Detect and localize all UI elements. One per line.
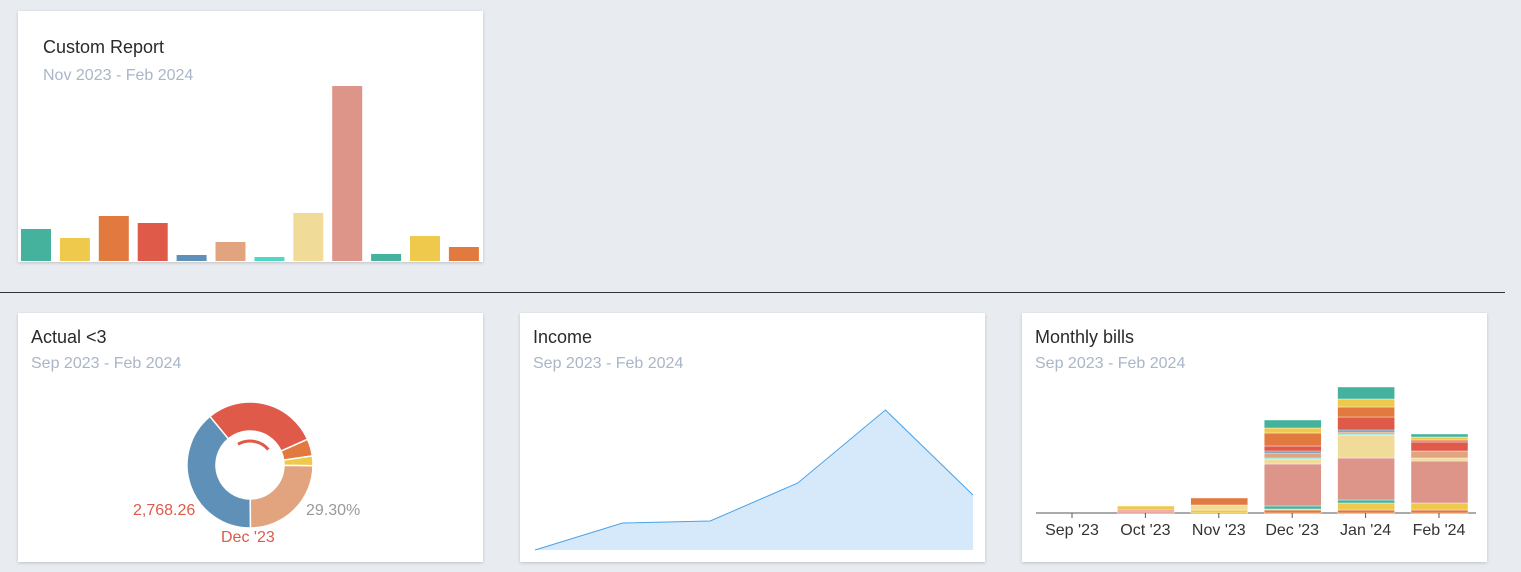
bar-segment bbox=[1410, 460, 1469, 504]
bar-segment bbox=[1337, 509, 1395, 514]
bar bbox=[215, 242, 246, 261]
value-label: 2,768.26 bbox=[133, 502, 196, 519]
percent-label: 29.30% bbox=[306, 502, 361, 519]
actual-card[interactable]: Actual <3 Sep 2023 - Feb 2024 2,768.26 2… bbox=[18, 313, 483, 562]
bar-segment bbox=[1337, 406, 1395, 418]
bar bbox=[332, 86, 363, 261]
bar bbox=[293, 213, 324, 261]
card-title: Income bbox=[533, 327, 593, 347]
donut-slice bbox=[249, 464, 314, 529]
bar bbox=[21, 229, 51, 261]
bar-segment bbox=[1337, 416, 1395, 431]
bar-segment bbox=[1263, 445, 1322, 452]
custom-report-card[interactable]: Custom Report Nov 2023 - Feb 2024 bbox=[18, 11, 483, 262]
bar bbox=[371, 254, 402, 261]
bar-segment bbox=[1337, 398, 1395, 408]
bar-segment bbox=[1337, 429, 1395, 433]
bar bbox=[98, 216, 129, 261]
bar-segment bbox=[1410, 457, 1469, 462]
income-area bbox=[535, 410, 973, 550]
donut-slice bbox=[186, 415, 252, 529]
month-label: Dec '23 bbox=[221, 529, 275, 546]
income-line bbox=[534, 409, 974, 551]
bar-segment bbox=[1117, 505, 1175, 511]
bar-segment bbox=[1263, 463, 1322, 507]
bar-segment bbox=[1190, 504, 1249, 511]
bar bbox=[59, 238, 90, 261]
bar bbox=[410, 236, 440, 261]
bar-segment bbox=[1410, 436, 1469, 441]
bar-segment bbox=[1410, 450, 1469, 459]
bar bbox=[176, 255, 207, 261]
donut-slice bbox=[208, 401, 309, 453]
card-subtitle: Sep 2023 - Feb 2024 bbox=[31, 355, 182, 372]
x-tick-label: Nov '23 bbox=[1192, 522, 1246, 539]
bar-segment bbox=[1263, 505, 1322, 510]
bar-segment bbox=[1337, 499, 1395, 504]
income-card[interactable]: Income Sep 2023 - Feb 2024 bbox=[520, 313, 985, 562]
bills-chart: Sep '23 Oct '23 Nov '23 Dec '23 Jan '24 Feb '… bbox=[1036, 386, 1476, 539]
x-tick-label: Dec '23 bbox=[1265, 522, 1319, 539]
bar-segment bbox=[1337, 502, 1395, 511]
bar bbox=[448, 247, 479, 261]
x-tick-label: Jan '24 bbox=[1340, 522, 1391, 539]
bar-segment bbox=[1263, 452, 1322, 459]
bar-segment bbox=[1190, 497, 1249, 506]
card-title: Custom Report bbox=[43, 37, 165, 57]
bar-segment bbox=[1410, 509, 1469, 514]
bar-segment bbox=[1410, 441, 1469, 452]
bar-segment bbox=[1410, 502, 1469, 511]
card-title: Monthly bills bbox=[1035, 327, 1135, 347]
bar-segment bbox=[1190, 509, 1249, 514]
bar-segment bbox=[1337, 457, 1395, 501]
bar bbox=[254, 257, 285, 261]
bar-segment bbox=[1263, 432, 1322, 447]
divider bbox=[0, 292, 1505, 293]
donut-chart bbox=[186, 401, 314, 529]
card-subtitle: Sep 2023 - Feb 2024 bbox=[533, 355, 684, 372]
bar-segment bbox=[1263, 450, 1322, 454]
x-tick-label: Oct '23 bbox=[1120, 522, 1170, 539]
bar-segment bbox=[1337, 431, 1395, 435]
bar bbox=[137, 223, 168, 261]
bar-segment bbox=[1263, 419, 1322, 429]
monthly-bills-card[interactable]: Monthly bills Sep 2023 - Feb 2024 Sep '2… bbox=[1022, 313, 1487, 562]
income-chart bbox=[534, 409, 974, 551]
x-tick-label: Feb '24 bbox=[1413, 522, 1466, 539]
active-slice-indicator bbox=[237, 439, 270, 451]
custom-report-chart bbox=[21, 86, 479, 261]
card-subtitle: Nov 2023 - Feb 2024 bbox=[43, 67, 194, 84]
card-title: Actual <3 bbox=[31, 327, 107, 347]
bar-segment bbox=[1410, 433, 1469, 438]
bar-segment bbox=[1410, 439, 1469, 443]
x-tick-label: Sep '23 bbox=[1045, 522, 1099, 539]
bar-segment bbox=[1337, 386, 1395, 400]
bar-segment bbox=[1263, 427, 1322, 434]
bar-segment bbox=[1337, 434, 1395, 459]
bar-segment bbox=[1263, 458, 1322, 465]
bar-segment bbox=[1263, 509, 1322, 514]
bar-segment bbox=[1117, 510, 1175, 514]
card-subtitle: Sep 2023 - Feb 2024 bbox=[1035, 355, 1186, 372]
